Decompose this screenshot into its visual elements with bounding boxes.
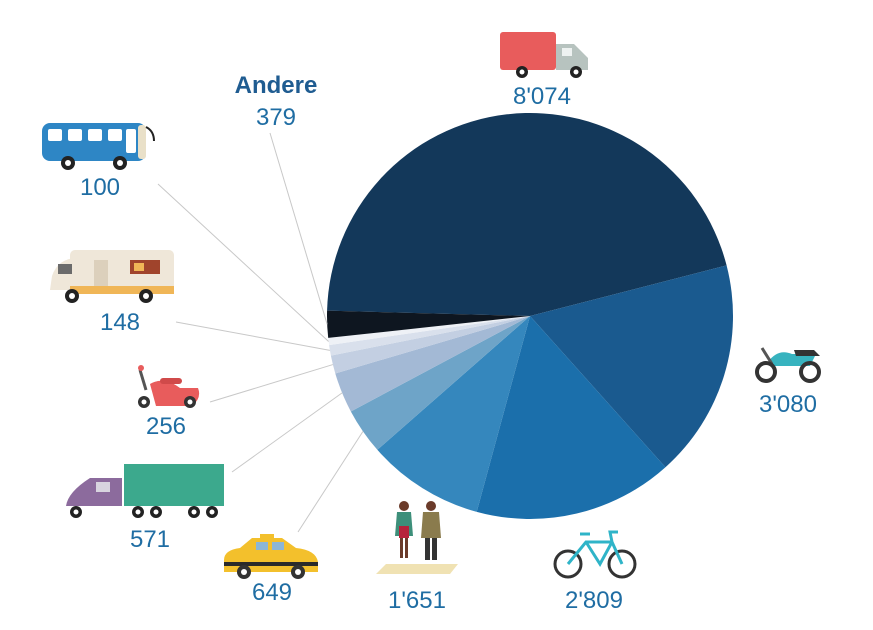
pie-slice-4 — [350, 316, 530, 450]
bus-icon — [42, 123, 155, 170]
pie-slice-3 — [377, 316, 530, 512]
label-taxi: 649 — [252, 579, 292, 606]
label-pedestrians: 1'651 — [388, 587, 446, 614]
label-lorry: 571 — [130, 526, 170, 553]
motorcycle-icon — [755, 347, 821, 383]
leader-line-9 — [269, 132, 328, 325]
leader-line-4 — [297, 431, 364, 533]
leader-line-6 — [209, 364, 334, 403]
pie-slice-2 — [476, 316, 666, 519]
pie-slice-9 — [326, 310, 530, 338]
label-camper-van: 148 — [100, 309, 140, 336]
pie-slice-0 — [327, 113, 727, 317]
leader-line-8 — [157, 183, 329, 342]
pie-slice-7 — [329, 316, 530, 356]
label-truck: 8'074 — [513, 83, 571, 110]
label-other-title: Andere — [235, 72, 318, 99]
pie-slice-6 — [330, 316, 530, 374]
leader-line-5 — [231, 392, 343, 473]
pie-slice-1 — [530, 265, 733, 468]
truck-icon — [500, 32, 588, 78]
camper-van-icon — [50, 250, 174, 303]
pie-slice-8 — [328, 316, 530, 346]
pie-slice-5 — [335, 316, 530, 412]
label-motorcycle: 3'080 — [759, 391, 817, 418]
bicycle-icon — [553, 530, 637, 579]
scooter-icon — [138, 365, 200, 408]
leader-lines — [157, 132, 364, 533]
label-bus: 100 — [80, 174, 120, 201]
leader-line-7 — [175, 321, 331, 351]
label-other-value: 379 — [256, 104, 296, 131]
label-bicycle: 2'809 — [565, 587, 623, 614]
taxi-icon — [224, 534, 318, 579]
pedestrians-icon — [376, 501, 458, 574]
pie-slices — [326, 113, 733, 519]
lorry-icon — [66, 464, 224, 518]
label-scooter: 256 — [146, 413, 186, 440]
